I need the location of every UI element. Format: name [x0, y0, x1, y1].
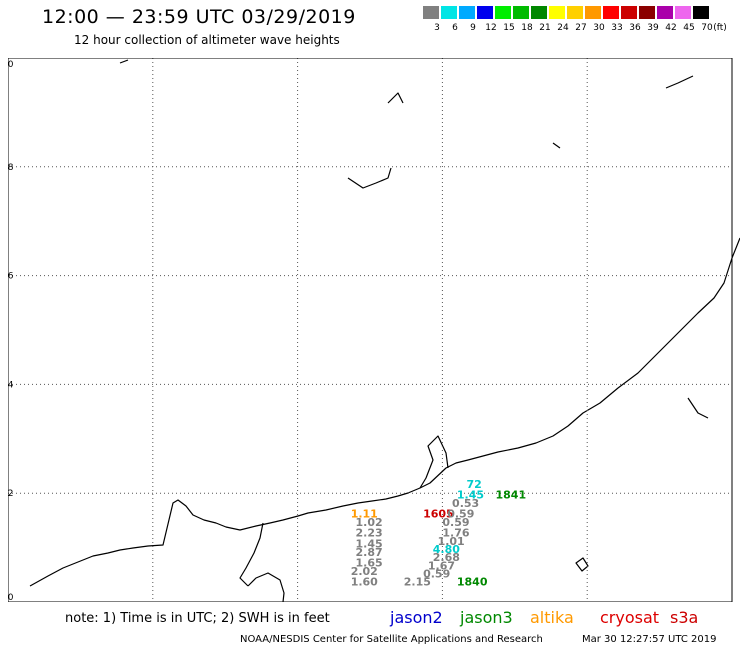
swh-observation: 4.80 — [433, 543, 460, 556]
legend-swatch — [477, 6, 493, 19]
swh-observation: 0.59 — [423, 568, 450, 581]
legend-swatch — [495, 6, 511, 19]
legend-label: 45 — [683, 23, 695, 33]
lat-tick-label: 30 — [8, 60, 14, 70]
swh-observation: 2.23 — [356, 527, 383, 540]
swh-observation: 2.15 — [404, 576, 431, 589]
swh-observation: 1.45 — [356, 538, 383, 551]
legend-swatch — [675, 6, 691, 19]
northern-islands — [119, 59, 694, 189]
legend-swatch — [441, 6, 457, 19]
swh-observation: 1.11 — [351, 508, 378, 521]
timestamp-text: Mar 30 12:27:57 UTC 2019 — [582, 634, 717, 645]
swh-observation: 0.59 — [442, 516, 469, 529]
legend-swatch — [585, 6, 601, 19]
note-text: note: 1) Time is in UTC; 2) SWH is in fe… — [65, 611, 330, 626]
legend-label: 12 — [485, 23, 497, 33]
swh-observation: 1.65 — [356, 557, 383, 570]
legend-swatch — [423, 6, 439, 19]
swh-observation: 0.59 — [447, 508, 474, 521]
legend-label: 6 — [452, 23, 458, 33]
legend-swatch — [567, 6, 583, 19]
swh-observation: 1.67 — [428, 559, 455, 572]
satellite-label: jason2 — [390, 608, 443, 627]
legend-label: 15 — [503, 23, 515, 33]
legend-swatch — [459, 6, 475, 19]
legend-label: 18 — [521, 23, 533, 33]
legend-swatch — [603, 6, 619, 19]
axis-labels: 302826242220105108111114117120 — [8, 60, 14, 602]
swh-observation: 1.60 — [351, 576, 378, 589]
lat-tick-label: 28 — [8, 163, 14, 173]
legend-label: 24 — [557, 23, 569, 33]
swh-observation: 72 — [467, 478, 482, 491]
legend-swatch — [657, 6, 673, 19]
lat-tick-label: 24 — [8, 380, 14, 390]
taiwan-coast — [687, 397, 709, 419]
hainan-coast — [247, 572, 285, 602]
lat-tick-label: 22 — [8, 489, 13, 499]
map-title: 12:00 — 23:59 UTC 03/29/2019 — [42, 6, 356, 28]
legend-label: 21 — [539, 23, 551, 33]
legend-label: 70 — [701, 23, 713, 33]
swh-observation: 1.45 — [457, 489, 484, 502]
coastline — [29, 59, 740, 602]
legend-label: 36 — [629, 23, 641, 33]
legend-label: 27 — [575, 23, 587, 33]
swh-observation: 0.53 — [452, 497, 479, 510]
credit-text: NOAA/NESDIS Center for Satellite Applica… — [240, 634, 543, 645]
satellite-label: jason3 — [460, 608, 513, 627]
legend-label: 3 — [434, 23, 440, 33]
satellite-label: cryosat — [600, 608, 660, 627]
swh-observation: 1840 — [457, 576, 488, 589]
map-subtitle: 12 hour collection of altimeter wave hei… — [74, 33, 340, 47]
legend-label: 39 — [647, 23, 659, 33]
legend-label: 42 — [665, 23, 677, 33]
map-frame — [8, 58, 733, 602]
legend-swatch — [639, 6, 655, 19]
legend-swatch — [513, 6, 529, 19]
legend-swatch — [549, 6, 565, 19]
swh-observation: 2.02 — [351, 565, 378, 578]
legend-swatch — [621, 6, 637, 19]
pearl-river-estuary — [419, 435, 449, 489]
lat-tick-label: 20 — [8, 593, 14, 602]
satellite-label: s3a — [670, 608, 699, 627]
legend-label: 33 — [611, 23, 623, 33]
altimeter-map: 302826242220105108111114117120 721.45184… — [8, 58, 740, 602]
swh-observation: 2.87 — [356, 546, 383, 559]
swh-observation: 1.76 — [442, 527, 469, 540]
swh-observation: 1.02 — [356, 516, 383, 529]
swh-observation: 2.68 — [433, 551, 460, 564]
swh-observation: 1841 — [495, 489, 526, 502]
legend-label: 9 — [470, 23, 476, 33]
satellite-label: altika — [530, 608, 574, 627]
lat-tick-label: 26 — [8, 272, 14, 282]
swh-observation: 1.01 — [438, 535, 465, 548]
leizhou-peninsula — [239, 522, 264, 587]
legend-swatch — [531, 6, 547, 19]
legend-swatch — [693, 6, 709, 19]
small-island-east — [575, 557, 589, 572]
legend-label: 30 — [593, 23, 605, 33]
china-coast — [29, 237, 740, 587]
legend-unit: (ft) — [713, 23, 727, 33]
swh-observation: 1605 — [423, 508, 454, 521]
